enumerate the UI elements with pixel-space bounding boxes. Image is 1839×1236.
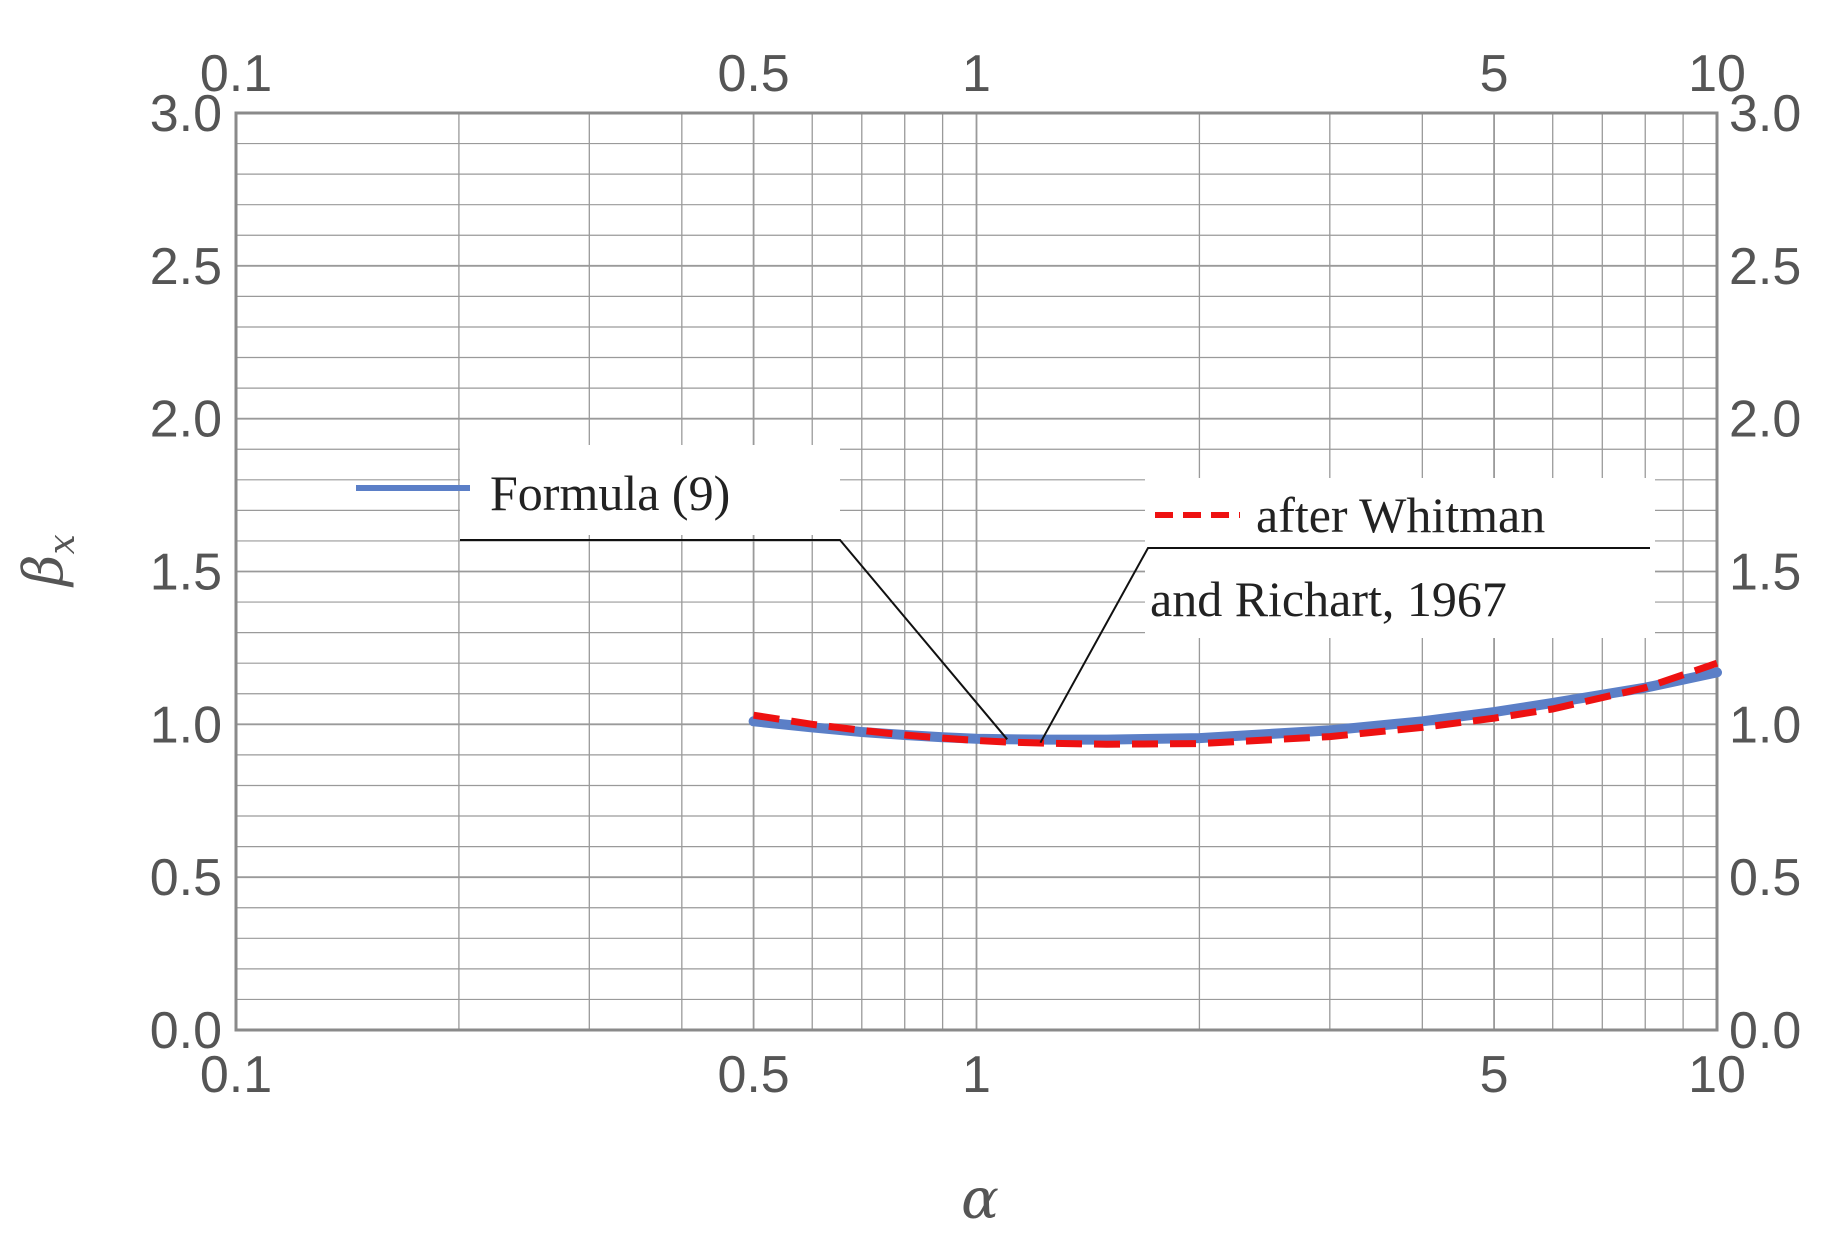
y-axis-label-main: β	[12, 555, 75, 588]
x-tick-label-top: 0.1	[200, 45, 272, 103]
plot-border	[234, 111, 1719, 1032]
tick-labels: 0.0 0.0 0.5 0.5 1.0 1.0 1.5 1.5 2.0 2.0 2.5 2.5 3.0 3…	[150, 45, 1802, 1104]
y-tick-label-left: 0.5	[150, 849, 222, 907]
y-axis-label-sub: x	[42, 534, 83, 554]
y-tick-label-right: 2.0	[1729, 391, 1801, 449]
x-tick-label-bottom: 0.5	[717, 1046, 789, 1104]
x-tick-label-bottom: 5	[1480, 1046, 1509, 1104]
series-line-whitman	[753, 659, 1719, 748]
legend-box-whitman	[1145, 478, 1655, 638]
y-tick-label-left: 2.5	[150, 238, 222, 296]
series-layer	[748, 659, 1722, 748]
y-tick-label-left: 2.0	[150, 391, 222, 449]
x-tick-label-bottom: 10	[1688, 1046, 1746, 1104]
y-tick-label-left: 1.0	[150, 696, 222, 754]
legend-box-formula	[460, 445, 840, 535]
y-tick-label-left: 0.0	[150, 1002, 222, 1060]
legend-label-formula: Formula (9)	[490, 465, 730, 521]
y-tick-label-right: 2.5	[1729, 238, 1801, 296]
axis-titles: α βx	[12, 534, 999, 1232]
y-tick-label-right: 0.5	[1729, 849, 1801, 907]
y-tick-label-right: 3.0	[1729, 85, 1801, 143]
x-tick-label-top: 0.5	[717, 45, 789, 103]
y-tick-label-right: 1.5	[1729, 544, 1801, 602]
legend-leader-formula	[460, 539, 1008, 740]
x-axis-label: α	[961, 1167, 999, 1232]
x-tick-label-bottom: 1	[962, 1046, 991, 1104]
y-tick-label-left: 3.0	[150, 85, 222, 143]
plot-frame	[234, 111, 1719, 1032]
x-tick-label-bottom: 0.1	[200, 1046, 272, 1104]
legend-label-whitman-line2: and Richart, 1967	[1150, 571, 1507, 627]
legend-layer: Formula (9) after Whitman and Richart, 196…	[356, 445, 1655, 744]
y-axis-label: βx	[12, 534, 83, 588]
y-axis-label-group: βx	[12, 534, 83, 588]
x-tick-label-top: 1	[962, 45, 991, 103]
x-tick-label-top: 10	[1688, 45, 1746, 103]
y-tick-label-left: 1.5	[150, 544, 222, 602]
x-tick-label-top: 5	[1480, 45, 1509, 103]
y-tick-label-right: 1.0	[1729, 696, 1801, 754]
legend-label-whitman-line1: after Whitman	[1256, 487, 1545, 543]
legend-leader-whitman	[1039, 547, 1650, 744]
y-tick-label-right: 0.0	[1729, 1002, 1801, 1060]
